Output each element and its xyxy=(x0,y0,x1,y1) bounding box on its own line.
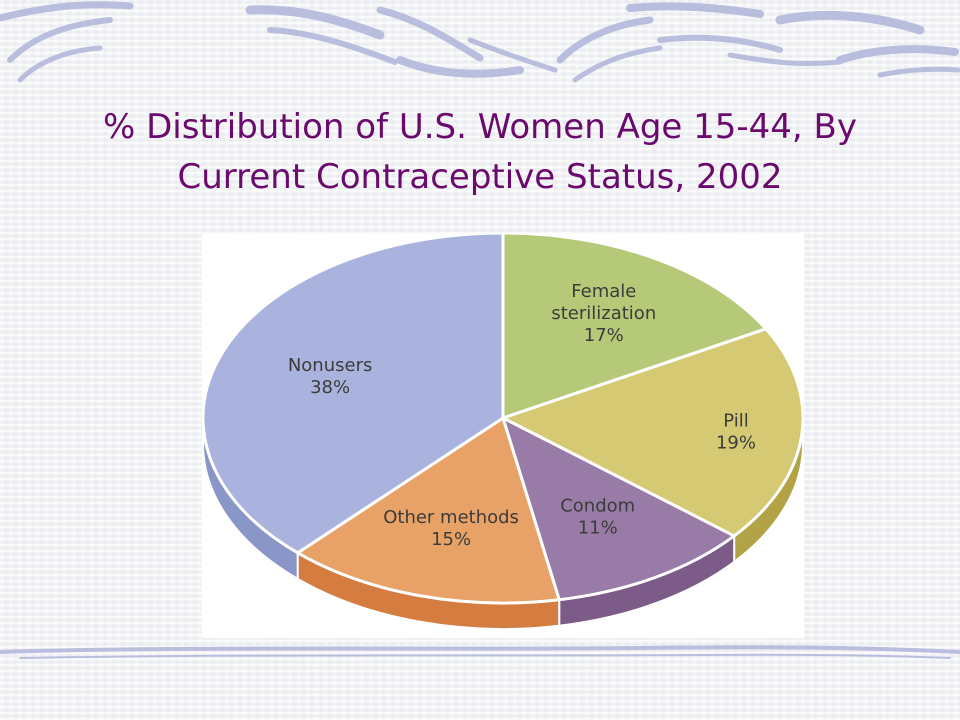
swirl-stroke xyxy=(17,45,103,83)
decorative-swirl-banner xyxy=(0,1,960,83)
slice-label-female-sterilization: Female sterilization 17% xyxy=(551,281,656,346)
slice-name: Condom xyxy=(560,496,635,517)
slice-label-other-methods: Other methods 15% xyxy=(383,507,519,550)
slice-label-pill: Pill 19% xyxy=(716,411,756,454)
pie-labels: Female sterilization 17% Pill 19% Condom 11% Ot… xyxy=(288,281,756,550)
swirl-stroke xyxy=(572,45,663,83)
slide-title: % Distribution of U.S. Women Age 15-44, … xyxy=(0,102,960,202)
swirl-stroke xyxy=(467,37,558,73)
decorative-divider xyxy=(0,645,960,659)
divider-stroke xyxy=(0,645,960,654)
chart-panel: Female sterilization 17% Pill 19% Condom 11% Ot… xyxy=(202,233,804,638)
slice-percent: 11% xyxy=(578,518,618,539)
pie-slice-condom xyxy=(501,416,736,602)
slice-percent: 19% xyxy=(716,433,756,454)
slice-label-nonusers: Nonusers 38% xyxy=(288,355,373,398)
divider-stroke xyxy=(19,653,951,659)
swirl-stroke xyxy=(7,17,113,63)
slice-name: Other methods xyxy=(383,507,519,528)
pie-slices xyxy=(202,233,804,605)
swirl-stroke xyxy=(775,10,925,35)
swirl-stroke xyxy=(0,1,134,22)
slice-name: sterilization xyxy=(551,303,656,324)
slice-name: Pill xyxy=(723,411,748,432)
pie-slice-nonusers xyxy=(202,233,505,555)
slide-title-line-2: Current Contraceptive Status, 2002 xyxy=(177,157,783,197)
swirl-stroke xyxy=(396,56,524,78)
swirl-stroke xyxy=(556,16,654,64)
pie-slice-female-sterilization xyxy=(501,233,768,420)
pie-chart: Female sterilization 17% Pill 19% Condom 11% Ot… xyxy=(202,233,804,630)
swirl-stroke xyxy=(657,34,783,53)
slice-name: Nonusers xyxy=(288,355,373,376)
swirl-stroke xyxy=(376,6,484,62)
swirl-stroke xyxy=(727,52,843,67)
pie-slice-other-methods xyxy=(296,416,561,605)
slice-name: Female xyxy=(571,281,636,302)
swirl-stroke xyxy=(245,5,385,40)
slice-percent: 38% xyxy=(310,377,350,398)
swirl-stroke xyxy=(267,27,398,65)
slide-title-line-1: % Distribution of U.S. Women Age 15-44, … xyxy=(103,107,857,147)
slice-percent: 17% xyxy=(584,325,624,346)
swirl-stroke xyxy=(626,2,764,18)
swirl-stroke xyxy=(877,66,960,78)
slice-percent: 15% xyxy=(431,529,471,550)
swirl-stroke xyxy=(836,45,959,64)
slice-label-condom: Condom 11% xyxy=(560,496,635,539)
pie-slice-pill xyxy=(501,327,804,538)
